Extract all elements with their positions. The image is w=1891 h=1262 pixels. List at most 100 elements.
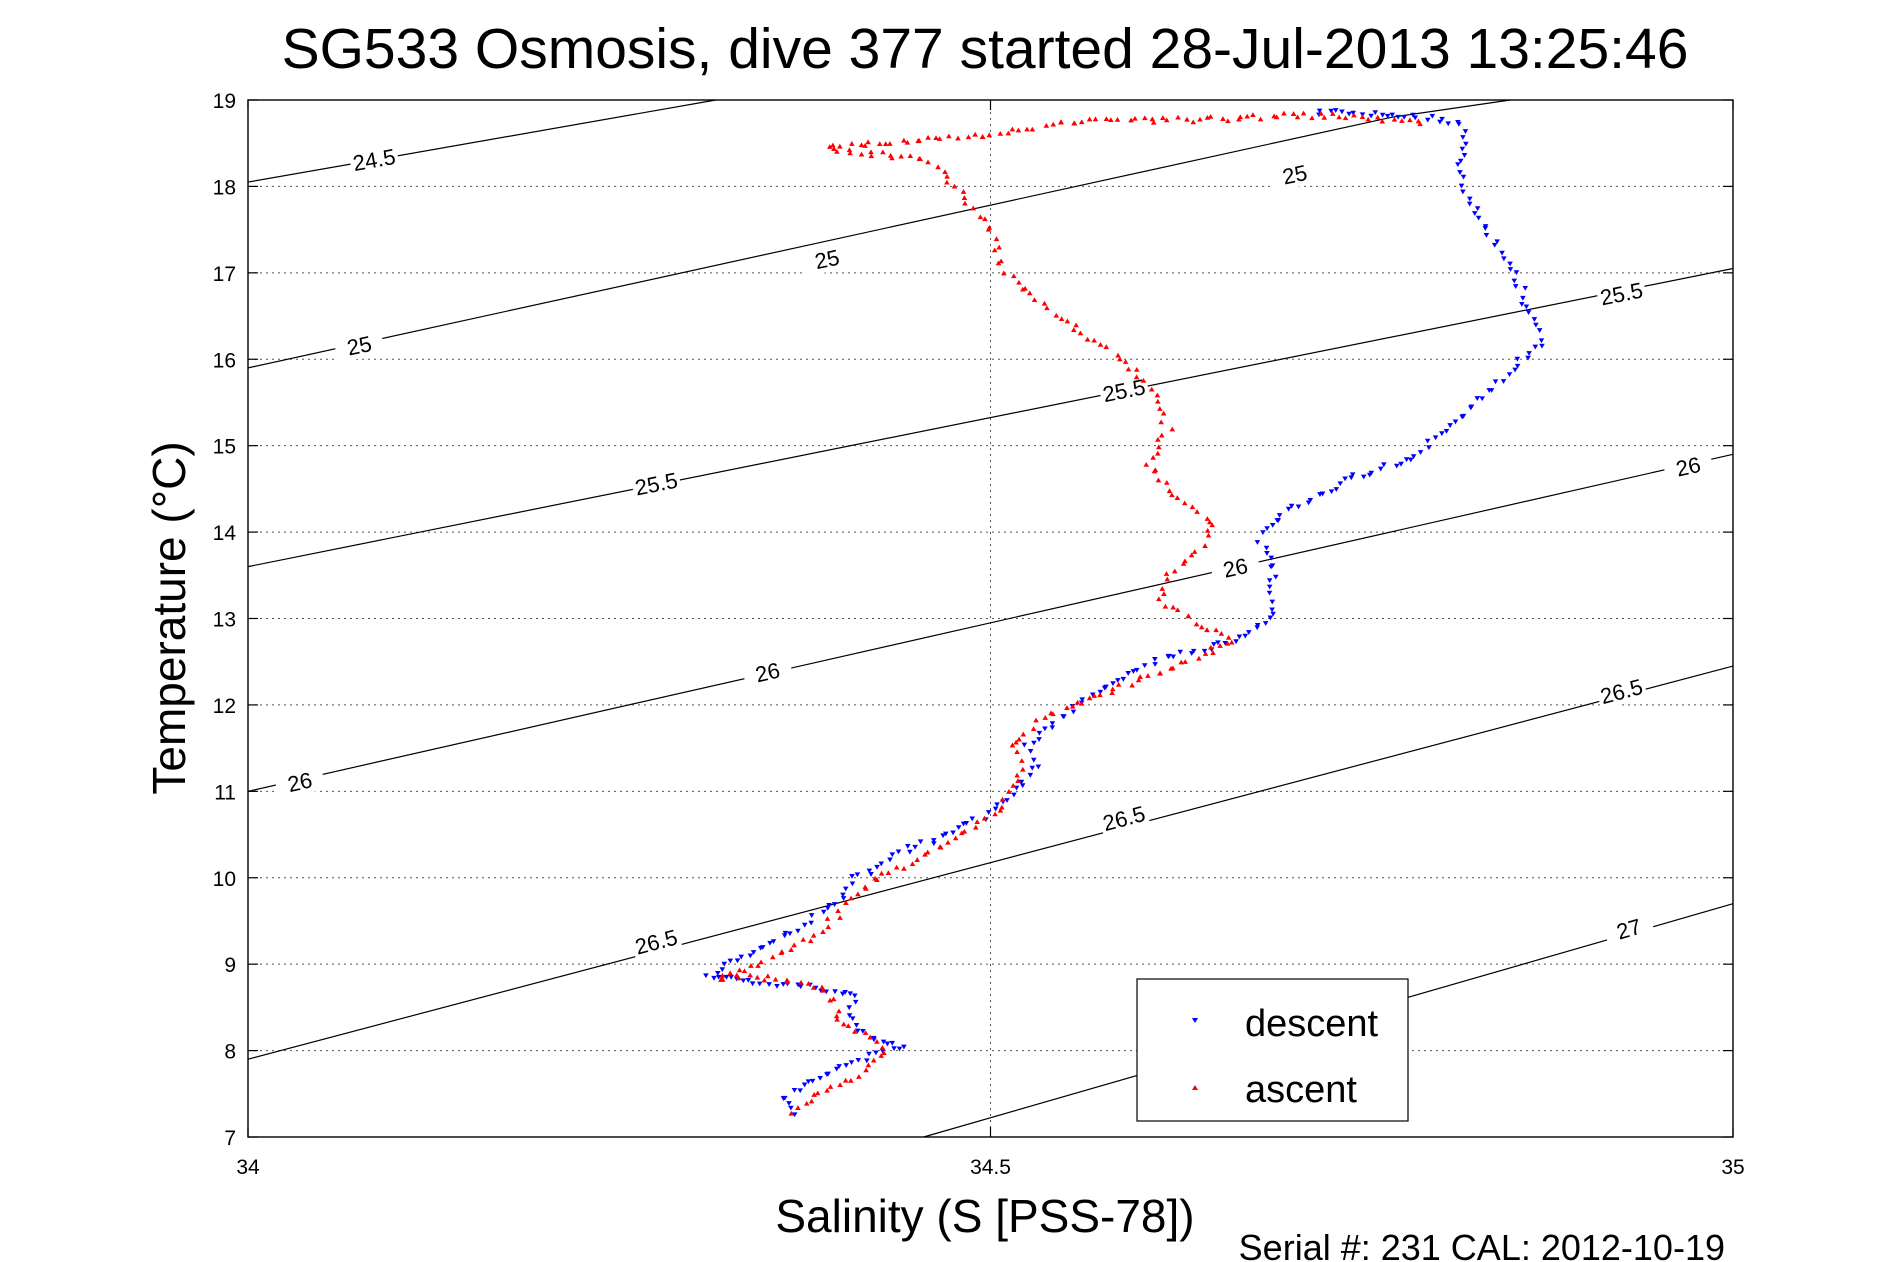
ascent-point — [1132, 115, 1138, 121]
y-tick-label: 12 — [213, 695, 236, 718]
legend-descent-marker — [1192, 1018, 1198, 1023]
descent-point — [780, 982, 787, 987]
descent-point — [1103, 684, 1109, 690]
ascent-point — [1071, 327, 1077, 333]
ascent-point — [889, 155, 895, 161]
ascent-point — [741, 968, 748, 974]
ascent-point — [1196, 655, 1202, 661]
contour-line-26-5 — [247, 665, 1734, 1060]
descent-point — [1459, 146, 1466, 152]
descent-point — [1031, 757, 1037, 763]
y-tick-label: 16 — [213, 349, 236, 372]
descent-point — [1035, 764, 1042, 770]
contour-label-bg — [629, 922, 683, 961]
ascent-point — [1171, 568, 1178, 574]
contour-label-bg — [1595, 275, 1648, 311]
descent-point — [854, 872, 861, 878]
descent-point — [1018, 779, 1025, 785]
contour-label-bg — [1602, 909, 1656, 948]
ascent-point — [992, 811, 998, 817]
ascent-point — [1163, 117, 1170, 123]
ascent-point — [1155, 398, 1161, 404]
contour-label: 25 — [812, 245, 841, 275]
contour-label: 26 — [1674, 452, 1703, 482]
descent-point — [1512, 284, 1519, 289]
ascent-point — [1273, 114, 1280, 120]
ascent-point — [1109, 690, 1115, 696]
ascent-point — [1228, 639, 1235, 645]
descent-point — [871, 1037, 877, 1043]
ascent-point — [1084, 336, 1091, 342]
descent-point — [994, 802, 1000, 808]
ascent-point — [1058, 316, 1065, 322]
ascent-point — [1009, 126, 1016, 132]
descent-point — [849, 874, 855, 879]
ascent-point — [803, 1100, 810, 1106]
ascent-point — [1156, 444, 1162, 450]
descent-point — [1316, 108, 1323, 114]
ascent-point — [791, 942, 797, 948]
descent-point — [1097, 689, 1104, 695]
descent-point — [852, 999, 859, 1005]
ascent-point — [837, 915, 843, 920]
descent-point — [1536, 328, 1543, 333]
descent-point — [1263, 545, 1270, 551]
descent-point — [1004, 798, 1010, 803]
ascent-point — [1205, 532, 1212, 538]
descent-point — [917, 839, 924, 845]
ascent-point — [1031, 297, 1038, 303]
ascent-point — [914, 857, 921, 862]
descent-point — [1350, 110, 1357, 116]
ascent-point — [1006, 789, 1012, 794]
ascent-point — [852, 1028, 858, 1034]
ascent-point — [1013, 739, 1019, 745]
ascent-point — [808, 1098, 815, 1104]
ascent-point — [1158, 419, 1164, 425]
ascent-point — [788, 1110, 795, 1116]
ascent-point — [878, 1053, 885, 1058]
ascent-point — [868, 149, 874, 155]
ascent-point — [758, 959, 764, 965]
ascent-point — [1184, 116, 1190, 122]
descent-point — [1337, 481, 1344, 487]
contour-label-bg — [348, 142, 400, 177]
ascent-point — [1140, 377, 1147, 383]
descent-point — [849, 881, 856, 887]
ascent-point — [1202, 651, 1209, 656]
descent-point — [745, 977, 752, 983]
descent-point — [1236, 634, 1243, 640]
ascent-point — [1117, 356, 1123, 362]
ascent-point — [1207, 114, 1214, 119]
descent-point — [1492, 379, 1499, 385]
descent-point — [1514, 363, 1521, 369]
ascent-point — [754, 974, 761, 980]
descent-point — [879, 1048, 886, 1054]
ascent-point — [719, 972, 726, 978]
descent-point — [1264, 551, 1270, 556]
descent-point — [1511, 278, 1518, 284]
ascent-point — [946, 133, 952, 139]
ascent-point — [878, 870, 885, 876]
descent-point — [1165, 654, 1172, 660]
descent-point — [1408, 457, 1414, 463]
descent-point — [1445, 121, 1452, 127]
ascent-point — [1329, 111, 1336, 116]
ascent-point — [955, 135, 961, 141]
descent-point — [878, 861, 885, 867]
ascent-point — [1175, 114, 1181, 120]
ascent-point — [858, 151, 865, 157]
ascent-point — [1108, 117, 1114, 123]
descent-point — [826, 903, 832, 908]
contour-label: 25 — [345, 331, 374, 361]
descent-point — [820, 909, 827, 915]
ascent-point — [1206, 519, 1213, 525]
ascent-point — [1077, 330, 1084, 336]
ascent-point — [1125, 366, 1132, 372]
ascent-point — [1030, 726, 1037, 731]
x-axis-label: Salinity (S [PSS-78]) — [775, 1190, 1194, 1242]
descent-point — [1523, 304, 1530, 310]
ascent-point — [845, 1023, 852, 1029]
descent-point — [808, 913, 815, 918]
ascent-point — [1182, 659, 1189, 664]
ascent-point — [1005, 130, 1012, 136]
